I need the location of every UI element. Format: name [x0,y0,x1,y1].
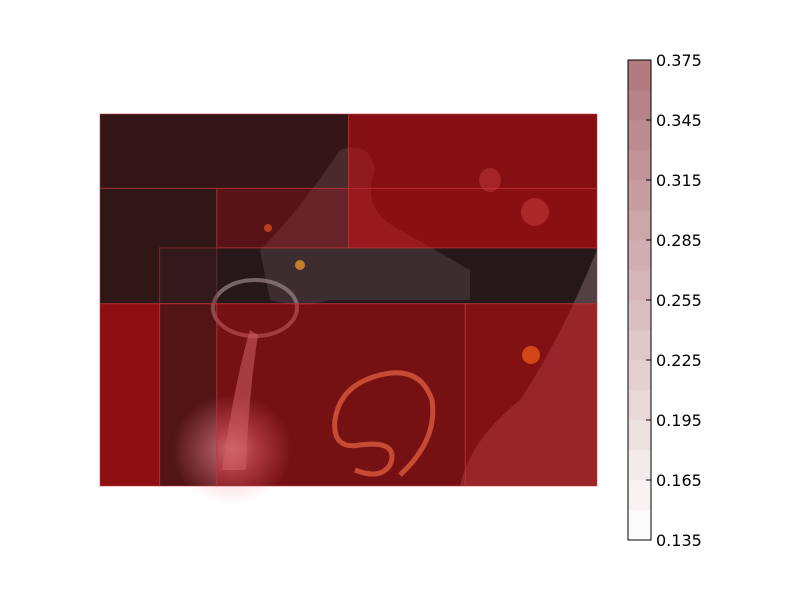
colorbar-tick-label-3: 0.315 [656,171,702,190]
heatmap-region-9 [216,303,466,487]
heatmap-region-10 [464,303,598,487]
colorbar-band-9 [628,270,651,301]
heatmap-region-3 [99,187,218,305]
colorbar-tick-label-2: 0.345 [656,111,702,130]
heatmap-region-6 [159,247,598,305]
heatmap-region-4 [216,187,349,249]
motorcycle-light-shape [295,260,305,270]
colorbar-tick-label-5: 0.255 [656,291,702,310]
colorbar-tick-label-4: 0.285 [656,231,702,250]
colorbar-band-8 [628,300,651,331]
heatmap-region-8 [159,303,218,487]
colorbar-tick-label-6: 0.225 [656,351,702,370]
colorbar-band-4 [628,420,651,451]
colorbar-band-16 [628,60,651,91]
colorbar-tick-label-8: 0.165 [656,471,702,490]
colorbar-band-5 [628,390,651,421]
colorbar-band-10 [628,240,651,271]
heatmap-region-2 [348,113,598,189]
colorbar-band-1 [628,510,651,541]
colorbar-band-12 [628,180,651,211]
heatmap-region-5 [348,187,598,249]
colorbar-tick-label-7: 0.195 [656,411,702,430]
colorbar-band-7 [628,330,651,361]
colorbar-band-2 [628,480,651,511]
heatmap-regions [99,113,598,487]
colorbar-band-3 [628,450,651,481]
colorbar-band-15 [628,90,651,121]
colorbar-ticks: 0.375 0.345 0.315 0.285 0.255 0.225 0.195 0.165… [646,51,702,550]
colorbar: 0.375 0.345 0.315 0.285 0.255 0.225 0.195 0.165… [627,51,702,550]
heatmap-region-7 [99,303,161,487]
colorbar-tick-label-1: 0.375 [656,51,702,70]
colorbar-band-13 [628,150,651,181]
colorbar-tick-label-9: 0.135 [656,531,702,550]
motorcycle-light-shape-2 [264,224,272,232]
colorbar-band-11 [628,210,651,241]
heatmap-region-1 [99,113,349,189]
colorbar-band-14 [628,120,651,151]
colorbar-band-6 [628,360,651,391]
colorbar-bands [628,60,651,541]
